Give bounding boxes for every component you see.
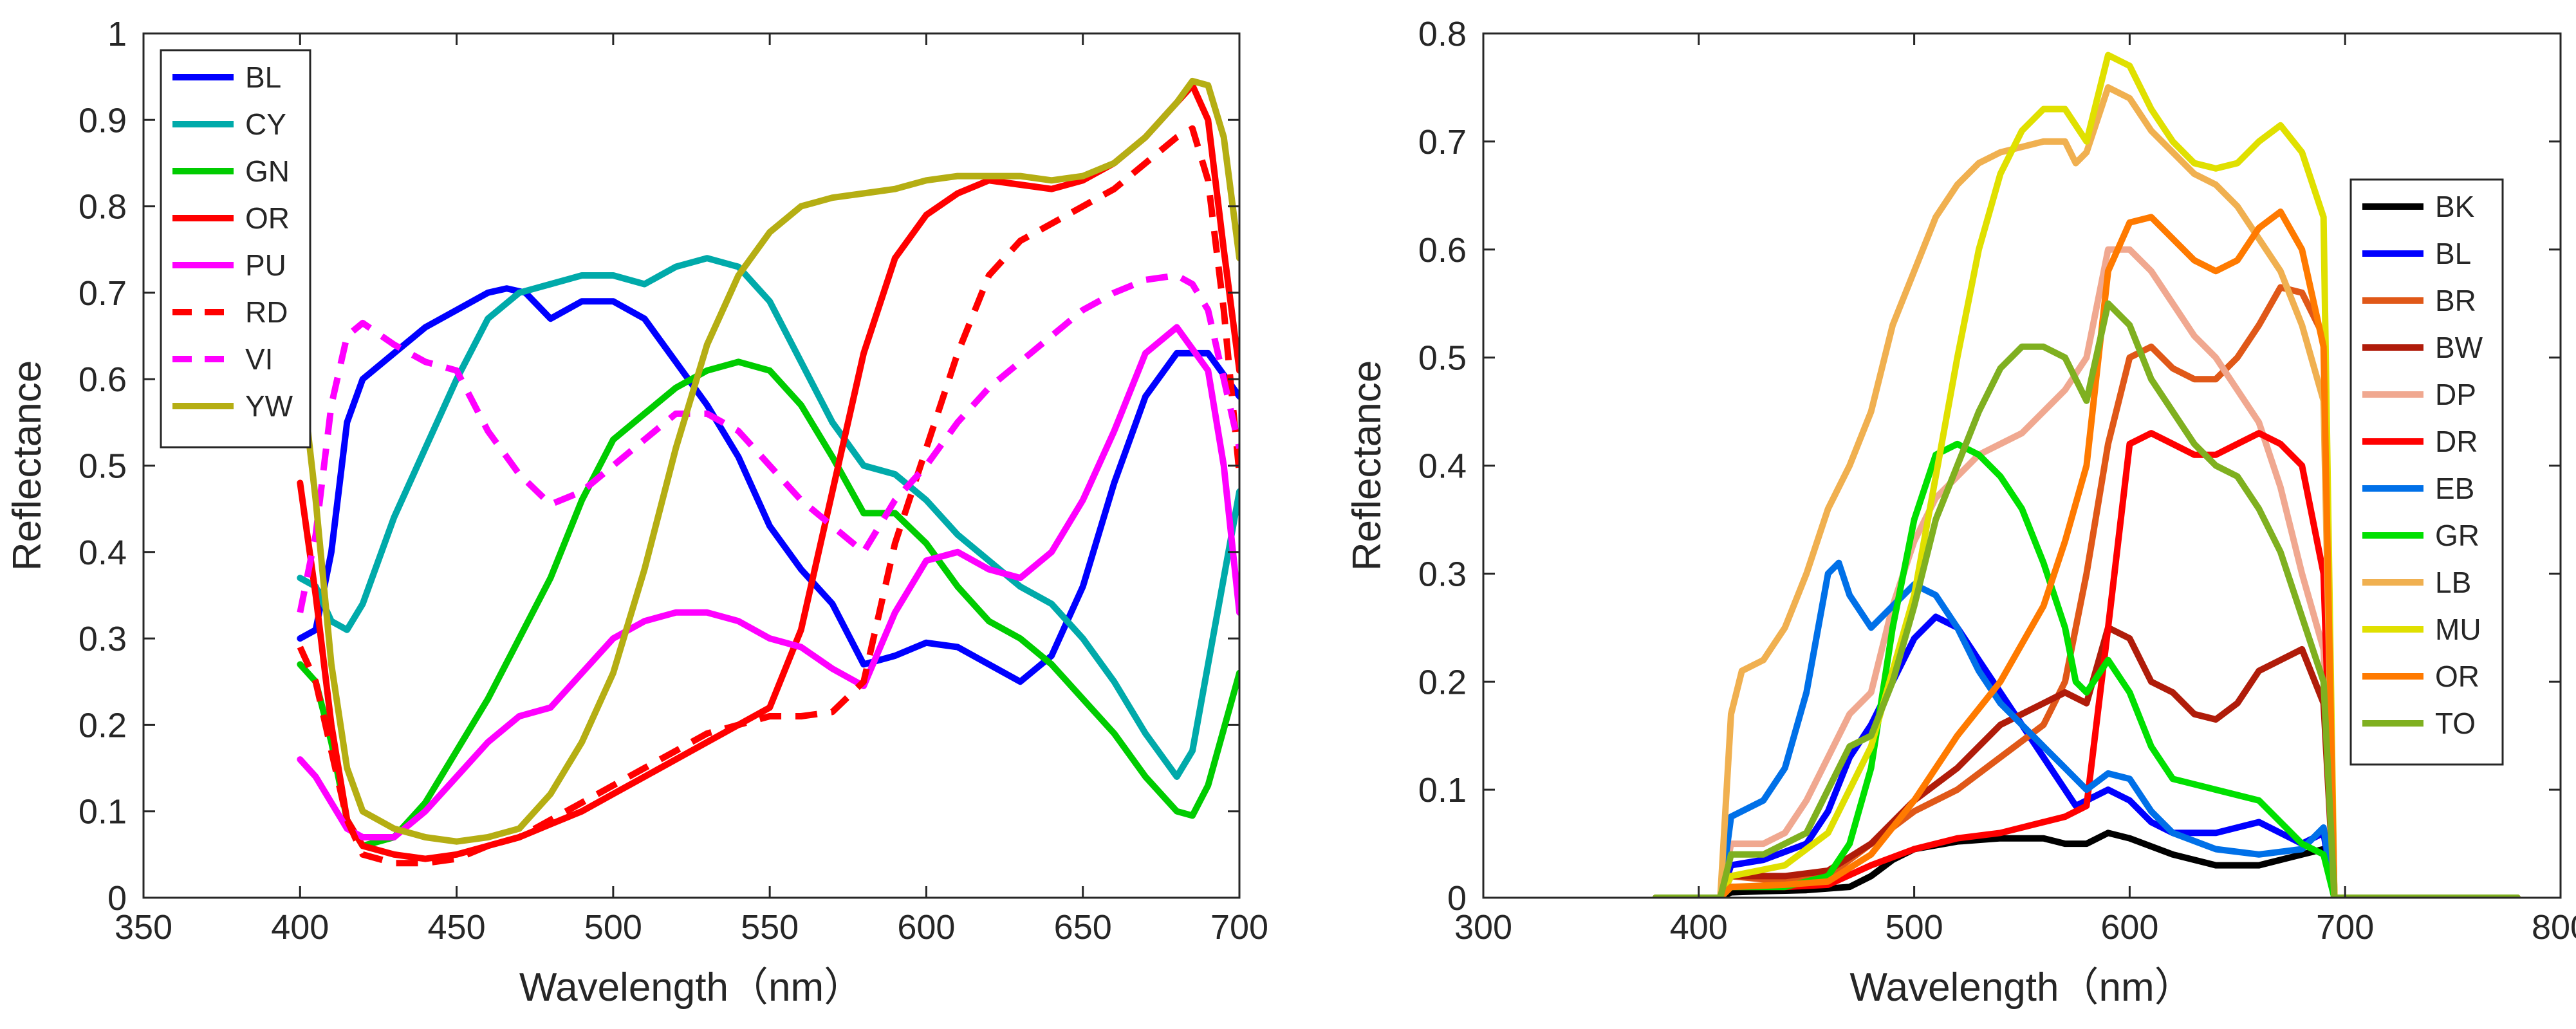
- y-tick-label: 0.3: [79, 620, 127, 658]
- y-tick-label: 0.3: [1418, 555, 1467, 593]
- legend-label-rd: RD: [245, 295, 288, 329]
- y-axis-label: Reflectance: [5, 360, 50, 571]
- y-axis-label: Reflectance: [1345, 360, 1389, 571]
- legend-label-gn: GN: [245, 154, 290, 188]
- y-tick-label: 0.8: [1418, 15, 1467, 53]
- x-tick-label: 350: [115, 908, 172, 947]
- y-tick-label: 0.7: [79, 274, 127, 313]
- y-tick-label: 0.5: [79, 447, 127, 486]
- y-tick-label: 0.2: [1418, 663, 1467, 701]
- x-tick-label: 450: [428, 908, 486, 947]
- series-line-dp: [1652, 246, 2521, 898]
- x-tick-label: 300: [1454, 908, 1512, 947]
- series-line-or: [1652, 209, 2521, 898]
- y-tick-label: 0: [1447, 879, 1467, 918]
- series-lines: [1652, 51, 2521, 898]
- series-line-rd: [297, 125, 1239, 867]
- x-axis-label: Wavelength（nm）: [1849, 965, 2194, 1010]
- legend: BK BL BR BW DP DR EB GR LB MU OR TO: [2349, 178, 2504, 766]
- y-tick-label: 0.7: [1418, 123, 1467, 162]
- y-tick-label: 0.1: [79, 793, 127, 831]
- series-lines: [297, 77, 1239, 867]
- chart-1: 350 400 450 500 550 600 650 700 0 0.1 0.2 0.3 0.4 0.5…: [5, 15, 1268, 1010]
- legend-label-bw: BW: [2435, 331, 2483, 364]
- x-tick-label: 600: [897, 908, 955, 947]
- x-tick-label: 700: [2316, 908, 2374, 947]
- legend-label-dp: DP: [2435, 378, 2476, 411]
- y-tick-label: 1: [107, 15, 127, 53]
- legend-label-mu: MU: [2435, 613, 2481, 646]
- legend-label-vi: VI: [245, 342, 273, 376]
- x-axis-label: Wavelength（nm）: [519, 965, 864, 1010]
- x-tick-label: 550: [741, 908, 799, 947]
- legend-box: [2349, 178, 2504, 766]
- y-tick-label: 0.6: [1418, 231, 1467, 270]
- legend-label-pu: PU: [245, 248, 286, 282]
- legend-label-cy: CY: [245, 107, 286, 141]
- series-line-mu: [1652, 51, 2521, 898]
- legend-label-eb: EB: [2435, 472, 2474, 505]
- legend-label-dr: DR: [2435, 425, 2478, 458]
- x-tick-label: 400: [271, 908, 329, 947]
- legend-label-bk: BK: [2435, 190, 2475, 223]
- legend-label-or: OR: [2435, 660, 2479, 693]
- series-line-pu: [297, 324, 1239, 840]
- series-line-dr: [1652, 430, 2521, 898]
- legend-label-lb: LB: [2435, 566, 2471, 599]
- series-line-bk: [1652, 830, 2521, 898]
- legend-label-gr: GR: [2435, 519, 2479, 552]
- legend-label-or: OR: [245, 201, 290, 235]
- legend-label-to: TO: [2435, 707, 2476, 740]
- y-tick-label: 0.1: [1418, 771, 1467, 810]
- y-tick-label: 0: [107, 879, 127, 918]
- x-tick-label: 650: [1054, 908, 1112, 947]
- y-tick-label: 0.6: [79, 360, 127, 399]
- legend: BL CY GN OR PU RD VI YW: [160, 49, 311, 449]
- legend-label-bl: BL: [2435, 237, 2471, 270]
- series-line-cy: [297, 255, 1239, 780]
- series-line-lb: [1652, 84, 2521, 898]
- series-line-to: [1652, 300, 2521, 898]
- chart-2: 300 400 500 600 700 800 0 0.1 0.2 0.3 0.4 0.5 0.6 0.7…: [1345, 15, 2576, 1010]
- legend-label-br: BR: [2435, 284, 2476, 317]
- x-tick-label: 700: [1210, 908, 1268, 947]
- y-tick-label: 0.8: [79, 188, 127, 227]
- legend-box: [160, 49, 311, 449]
- legend-label-yw: YW: [245, 389, 293, 423]
- y-tick-label: 0.2: [79, 706, 127, 745]
- legend-label-bl: BL: [245, 60, 281, 94]
- y-tick-label: 0.5: [1418, 339, 1467, 378]
- series-line-gn: [297, 358, 1239, 849]
- series-line-gr: [1652, 440, 2521, 898]
- x-tick-label: 400: [1670, 908, 1728, 947]
- x-tick-label: 500: [1886, 908, 1943, 947]
- y-tick-label: 0.4: [1418, 447, 1467, 486]
- series-line-vi: [297, 272, 1239, 613]
- x-tick-label: 500: [584, 908, 642, 947]
- x-tick-label: 600: [2100, 908, 2158, 947]
- series-line-yw: [297, 77, 1239, 845]
- series-line-eb: [1652, 559, 2521, 898]
- series-line-bl: [1652, 613, 2521, 898]
- x-tick-label: 800: [2532, 908, 2576, 947]
- y-tick-label: 0.9: [79, 101, 127, 140]
- y-tick-label: 0.4: [79, 533, 127, 572]
